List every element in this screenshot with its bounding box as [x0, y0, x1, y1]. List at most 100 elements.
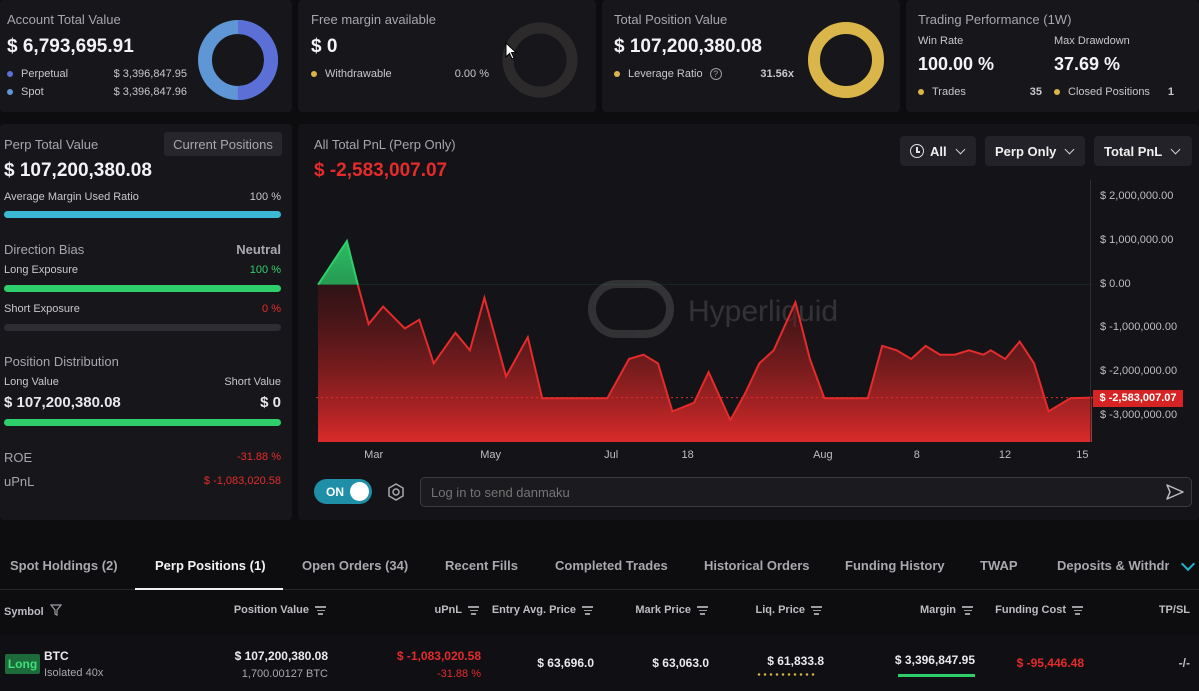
y-tick-label: $ 2,000,000.00 [1100, 190, 1174, 203]
column-header-position-value[interactable]: Position Value [234, 604, 326, 617]
x-tick-label: Jul [604, 449, 619, 461]
send-icon[interactable] [1165, 483, 1185, 501]
column-header-liq-price[interactable]: Liq. Price [755, 604, 822, 617]
tab-historical-orders[interactable]: Historical Orders [704, 558, 810, 573]
time-filter-dropdown[interactable]: All [900, 136, 976, 166]
column-header-funding-cost[interactable]: Funding Cost [995, 604, 1083, 617]
roe-label: ROE [4, 450, 33, 465]
column-header-symbol[interactable]: Symbol [4, 604, 62, 619]
short-exposure-value: 0 % [262, 303, 281, 315]
spot-value: $ 3,396,847.96 [113, 86, 187, 98]
help-icon[interactable]: ? [709, 68, 722, 80]
watermark-logo-icon [588, 280, 674, 338]
sort-icon[interactable] [315, 604, 326, 617]
mouse-cursor-icon [505, 42, 517, 60]
filter-icon[interactable] [44, 604, 62, 619]
long-exposure-bar-fill [4, 285, 281, 292]
win-rate-value: 100.00 % [918, 54, 995, 74]
column-header-mark-price[interactable]: Mark Price [635, 604, 708, 617]
column-header-label: Symbol [4, 605, 44, 618]
tab-open-orders-34[interactable]: Open Orders (34) [302, 558, 409, 573]
metric-filter-dropdown[interactable]: Total PnL [1094, 136, 1192, 166]
column-header-label: Margin [919, 604, 956, 617]
sort-icon[interactable] [468, 604, 479, 617]
tab-spot-holdings-2[interactable]: Spot Holdings (2) [10, 558, 118, 573]
chevron-down-icon [955, 144, 966, 154]
x-tick-label: 15 [1076, 449, 1089, 461]
settings-icon[interactable] [387, 483, 405, 501]
column-header-label: Liq. Price [755, 604, 805, 617]
column-header-label: Funding Cost [995, 604, 1066, 617]
account-total-card: Account Total Value $ 6,793,695.91 Perpe… [0, 0, 292, 112]
short-exposure-label: Short Exposure [4, 303, 80, 315]
tabs-bar [0, 540, 1199, 590]
perp-total-value: $ 107,200,380.08 [4, 160, 152, 181]
position-distribution-label: Position Distribution [4, 354, 119, 369]
funding-cost-cell: $ -95,446.48 [1016, 656, 1084, 670]
sort-icon[interactable] [697, 604, 708, 617]
pnl-negative-line [318, 284, 1093, 423]
long-exposure-value: 100 % [249, 264, 281, 276]
toggle-knob [350, 482, 369, 501]
metric-filter-label: Total PnL [1104, 143, 1163, 159]
watermark: Hyperliquid [588, 280, 838, 338]
column-header-upnl[interactable]: uPnL [434, 604, 479, 617]
x-tick-label: Aug [813, 449, 833, 461]
tab-recent-fills[interactable]: Recent Fills [445, 558, 518, 573]
liq-distance-dots [756, 673, 816, 676]
tab-funding-history[interactable]: Funding History [845, 558, 945, 573]
scope-filter-dropdown[interactable]: Perp Only [985, 136, 1085, 166]
closed-positions-value: 1 [1167, 86, 1174, 98]
column-header-entry-avg-price[interactable]: Entry Avg. Price [492, 604, 593, 617]
column-header-label: TP/SL [1158, 604, 1190, 616]
tpsl-cell[interactable]: -/- [1178, 656, 1190, 670]
spot-dot [7, 89, 13, 96]
clock-icon [910, 144, 924, 158]
danmaku-toggle[interactable]: ON [314, 479, 372, 504]
direction-bias-label: Direction Bias [4, 242, 85, 257]
table-row[interactable] [0, 634, 1199, 691]
column-header-label: uPnL [434, 604, 463, 617]
total-position-value: $ 107,200,380.08 [614, 36, 762, 57]
danmaku-input[interactable] [421, 478, 1161, 506]
avg-margin-bar [4, 211, 281, 218]
sort-icon[interactable] [1072, 604, 1083, 617]
time-filter-label: All [930, 143, 947, 159]
y-tick-label: $ -3,000,000.00 [1100, 408, 1178, 421]
tab-deposits-withdra[interactable]: Deposits & Withdra [1057, 558, 1169, 573]
legend-withdrawable: Withdrawable [311, 68, 392, 80]
total-position-label: Total Position Value [614, 12, 728, 27]
sort-icon[interactable] [962, 604, 973, 617]
column-header-label: Mark Price [635, 604, 691, 617]
tab-completed-trades[interactable]: Completed Trades [555, 558, 668, 573]
legend-leverage: Leverage Ratio ? [614, 68, 722, 80]
tab-perp-positions-1[interactable]: Perp Positions (1) [155, 558, 266, 573]
y-tick-label: $ -1,000,000.00 [1100, 321, 1178, 334]
danmaku-toggle-label: ON [326, 484, 344, 499]
column-header-label: Position Value [233, 604, 309, 617]
leverage-value: 31.56x [760, 68, 794, 80]
margin-mode-cell: Isolated 40x [44, 667, 104, 679]
account-total-value: $ 6,793,695.91 [7, 36, 134, 57]
withdrawable-dot [311, 71, 317, 78]
closed-dot [1054, 89, 1060, 96]
sort-icon[interactable] [811, 604, 822, 617]
pnl-negative-area [318, 284, 1092, 442]
symbol-cell[interactable]: BTC [44, 649, 69, 663]
position-donut-chart [808, 22, 884, 98]
margin-cell: $ 3,396,847.95 [894, 653, 975, 667]
current-positions-button[interactable]: Current Positions [164, 132, 282, 156]
position-size-cell: 1,700.00127 BTC [241, 668, 328, 680]
tab-twap[interactable]: TWAP [980, 558, 1018, 573]
free-margin-value: $ 0 [311, 36, 338, 57]
column-header-tp-sl[interactable]: TP/SL [1159, 604, 1190, 616]
withdrawable-value: 0.00 % [454, 68, 489, 80]
account-total-label: Account Total Value [7, 12, 121, 27]
position-value-cell: $ 107,200,380.08 [234, 649, 328, 663]
y-tick-label: $ -2,000,000.00 [1100, 365, 1178, 378]
margin-health-bar [898, 674, 975, 677]
perp-summary-panel: Perp Total Value Current Positions $ 107… [0, 124, 292, 520]
column-header-margin[interactable]: Margin [920, 604, 973, 617]
donut-perp-slice [198, 20, 278, 100]
sort-icon[interactable] [582, 604, 593, 617]
